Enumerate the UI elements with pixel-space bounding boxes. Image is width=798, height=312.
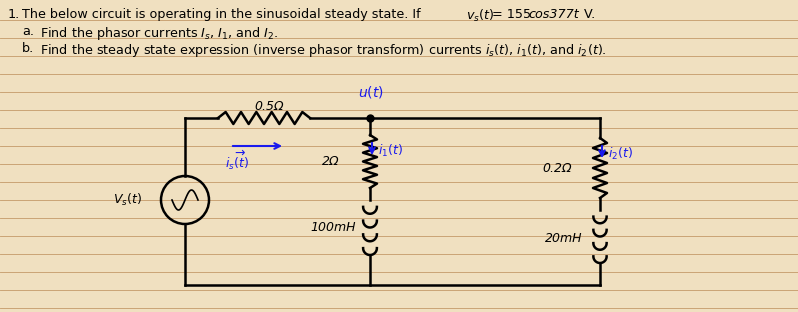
Text: 20mH: 20mH bbox=[545, 232, 583, 245]
Text: 2Ω: 2Ω bbox=[322, 155, 339, 168]
Text: 0.2Ω: 0.2Ω bbox=[542, 162, 571, 174]
Text: $u(t)$: $u(t)$ bbox=[358, 84, 384, 100]
Text: 100mH: 100mH bbox=[310, 221, 355, 234]
Text: $i_2(t)$: $i_2(t)$ bbox=[608, 146, 633, 162]
Text: The below circuit is operating in the sinusoidal steady state. If: The below circuit is operating in the si… bbox=[22, 8, 425, 21]
Text: a.: a. bbox=[22, 25, 34, 38]
Text: $\overrightarrow{i_s(t)}$: $\overrightarrow{i_s(t)}$ bbox=[225, 149, 249, 172]
Text: $V_s(t)$: $V_s(t)$ bbox=[113, 192, 142, 208]
Text: Find the phasor currents $I_s$, $I_1$, and $I_2$.: Find the phasor currents $I_s$, $I_1$, a… bbox=[40, 25, 279, 42]
Text: b.: b. bbox=[22, 42, 34, 55]
Text: 1.: 1. bbox=[8, 8, 20, 21]
Text: cos377t: cos377t bbox=[528, 8, 579, 21]
Text: $i_1(t)$: $i_1(t)$ bbox=[378, 143, 403, 159]
Text: V.: V. bbox=[580, 8, 595, 21]
Text: = 155: = 155 bbox=[492, 8, 535, 21]
Text: Find the steady state expression (inverse phasor transform) currents $i_s(t)$, $: Find the steady state expression (invers… bbox=[40, 42, 606, 59]
Text: 0.5Ω: 0.5Ω bbox=[254, 100, 283, 113]
Text: $v_s(t)$: $v_s(t)$ bbox=[466, 8, 494, 24]
